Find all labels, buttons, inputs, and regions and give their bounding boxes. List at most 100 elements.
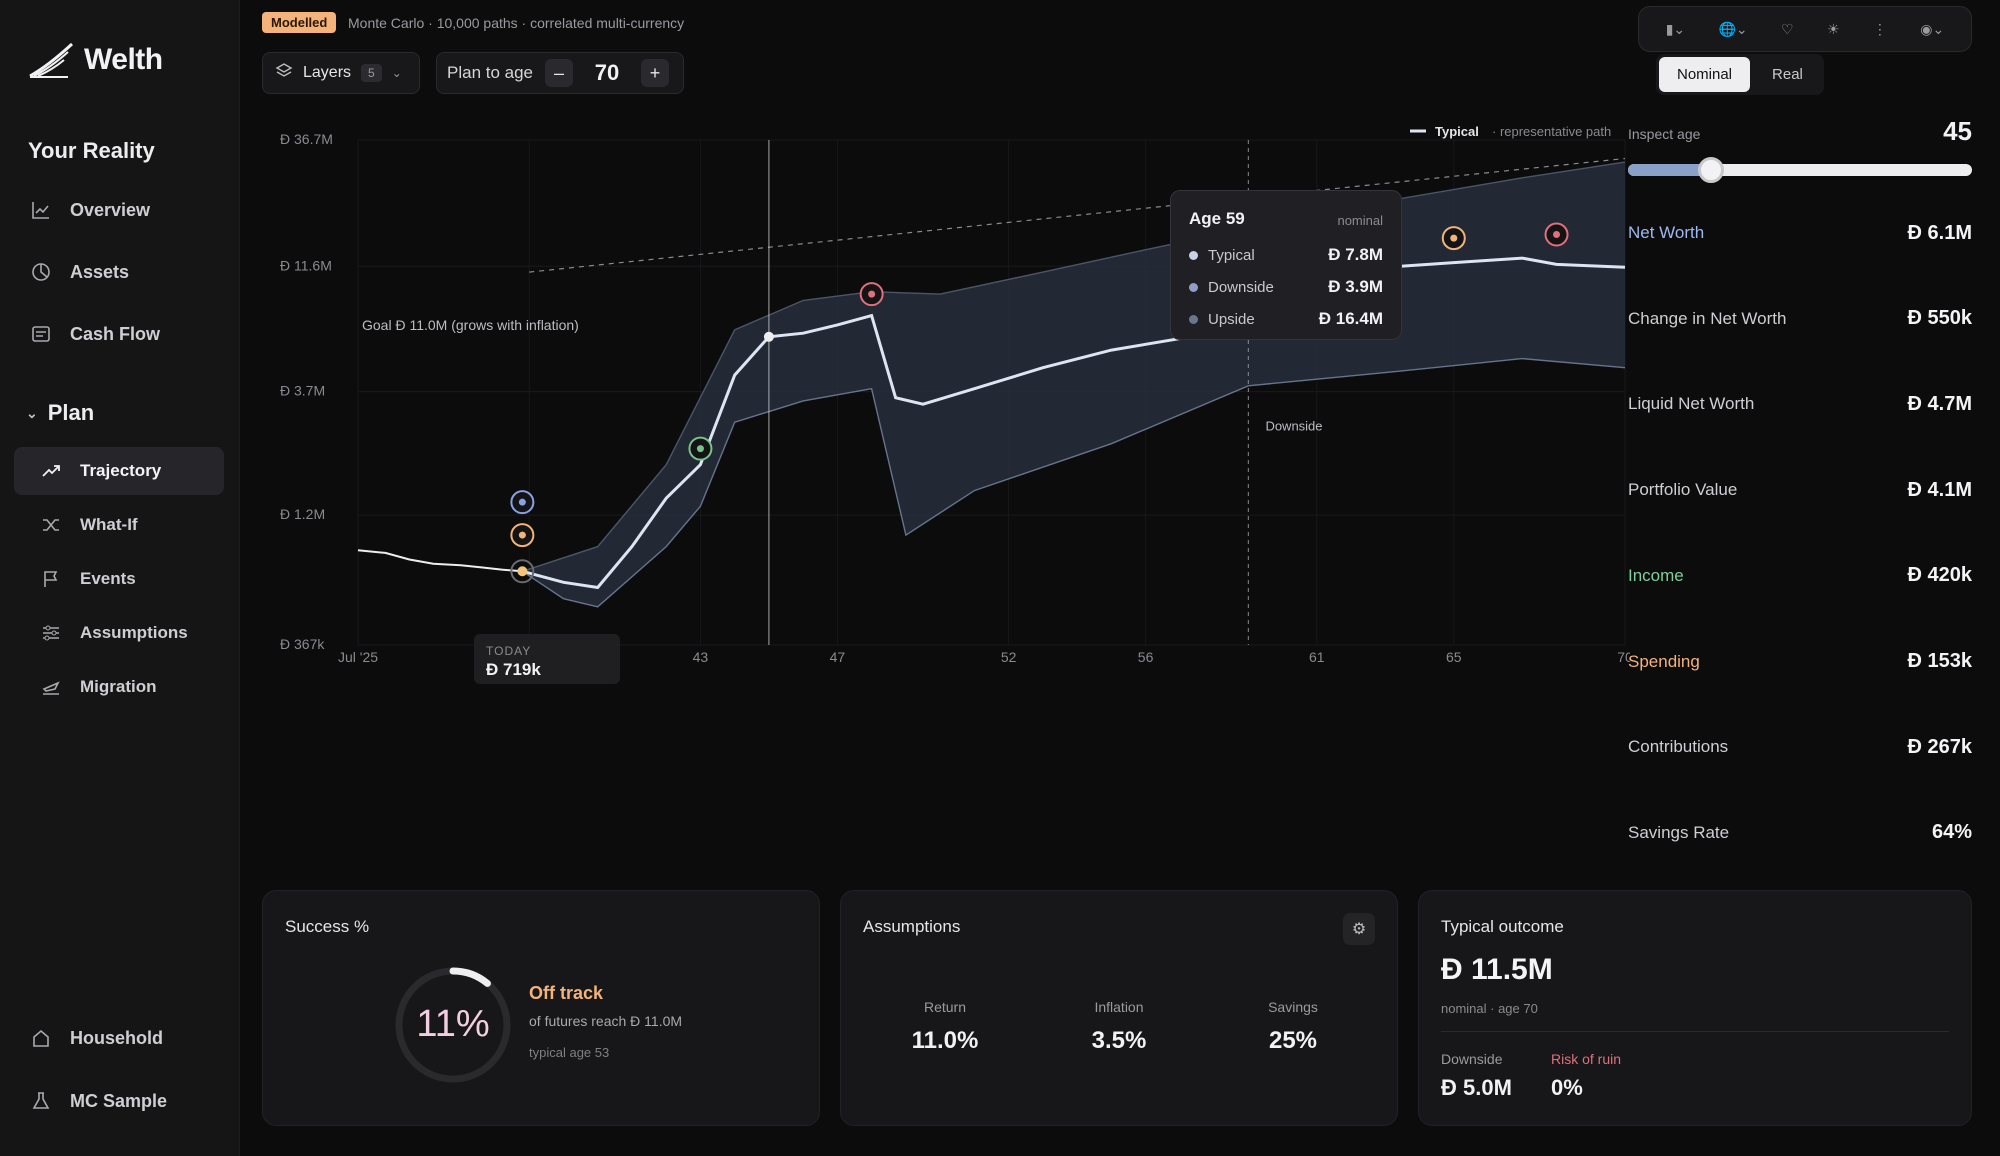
home-icon: [30, 1027, 52, 1049]
x-tick-label: 56: [1138, 649, 1154, 665]
y-tick-label: Ð 367k: [280, 636, 325, 652]
slider-handle[interactable]: [1697, 157, 1724, 183]
sidebar-item-cash-flow[interactable]: Cash Flow: [14, 310, 224, 358]
metric-label: Savings Rate: [1628, 822, 1730, 842]
success-card: Success % 11% Off track of futures reach…: [262, 890, 820, 1126]
brand[interactable]: Welth: [28, 40, 163, 80]
plan-group-toggle[interactable]: ⌄ Plan: [26, 400, 94, 426]
sidebar-item-label: Cash Flow: [70, 323, 161, 344]
trend-up-icon: [40, 460, 62, 482]
y-tick-label: Ð 3.7M: [280, 383, 325, 399]
sidebar-item-trajectory[interactable]: Trajectory: [14, 447, 224, 495]
assumptions-title: Assumptions: [863, 917, 961, 936]
globe-icon[interactable]: 🌐⌄: [1718, 20, 1748, 37]
tooltip-row-label: Upside: [1208, 310, 1255, 328]
shuffle-icon: [40, 514, 62, 536]
metric-label: Net Worth: [1628, 223, 1705, 242]
sidebar-item-label: Events: [80, 569, 136, 588]
nominal-real-toggle: Nominal Real: [1656, 54, 1824, 95]
today-title: TODAY: [486, 644, 532, 658]
sidebar-item-assets[interactable]: Assets: [14, 248, 224, 296]
plan-to-age-value[interactable]: 70: [594, 60, 620, 85]
inspect-age-slider[interactable]: [1628, 157, 1972, 183]
metric-label: Income: [1628, 565, 1684, 585]
slider-fill: [1628, 164, 1711, 176]
inspect-age-label: Inspect age: [1628, 126, 1701, 142]
chevron-down-icon: ⌄: [391, 66, 402, 80]
chart-line-icon: [30, 199, 52, 221]
tooltip-row-value: Ð 7.8M: [1328, 245, 1383, 264]
assumption-value: 11.0%: [911, 1027, 979, 1054]
today-point: [517, 566, 528, 577]
success-status: Off track: [529, 983, 604, 1003]
x-tick-label: 65: [1446, 649, 1462, 665]
simulation-note: Monte Carlo · 10,000 paths · correlated …: [348, 15, 685, 31]
assumption-label: Savings: [1268, 999, 1318, 1015]
decrement-age-button[interactable]: –: [545, 59, 574, 87]
section-title-your-reality: Your Reality: [28, 138, 155, 163]
sidebar-item-label: Overview: [70, 199, 151, 220]
metric-value: 64%: [1931, 821, 1972, 844]
metric-row: Change in Net Worth Ð 550k: [1628, 304, 1972, 334]
user-avatar-icon[interactable]: ◉⌄: [1920, 20, 1945, 37]
legend-typical-label: Typical: [1435, 124, 1479, 139]
sidebar-item-what-if[interactable]: What-If: [14, 501, 224, 549]
tooltip-row: Typical Ð 7.8M: [1189, 243, 1383, 267]
sidebar-item-migration[interactable]: Migration: [14, 663, 224, 711]
typical-dot-icon: [1189, 250, 1198, 260]
metric-value: Ð 153k: [1907, 650, 1973, 672]
downside-dot-icon: [1189, 282, 1198, 292]
sidebar-item-events[interactable]: Events: [14, 555, 224, 603]
series-line-downside: [522, 357, 1626, 608]
tooltip-row-label: Typical: [1208, 246, 1255, 264]
folder-icon[interactable]: ▮⌄: [1665, 20, 1686, 37]
metric-value: Ð 4.7M: [1907, 392, 1972, 415]
inspect-age-value: 45: [1943, 116, 1972, 146]
globe-icon-core: [518, 498, 526, 506]
risk-of-ruin-label: Risk of ruin: [1551, 1051, 1622, 1067]
x-tick-label: 61: [1309, 649, 1325, 665]
divider: [1441, 1031, 1949, 1032]
sidebar-item-assumptions[interactable]: Assumptions: [14, 609, 224, 657]
typical-outcome-value: Ð 11.5M: [1441, 953, 1553, 986]
increment-age-button[interactable]: +: [641, 59, 670, 87]
plus-circle-icon-core: [518, 531, 526, 539]
sidebar-item-mc-sample[interactable]: MC Sample: [14, 1077, 224, 1125]
more-icon[interactable]: ⋮: [1872, 20, 1887, 37]
brand-name: Welth: [84, 43, 163, 76]
plan-to-age-control: Plan to age – 70 +: [436, 52, 684, 94]
layers-label: Layers: [303, 64, 352, 81]
assumption-savings: Savings 25%: [1233, 999, 1353, 1055]
bell-icon[interactable]: ♡: [1781, 20, 1794, 37]
plan-to-age-label: Plan to age: [447, 63, 534, 82]
risk-of-ruin-value: 0%: [1551, 1075, 1583, 1100]
nominal-option[interactable]: Nominal: [1659, 57, 1751, 92]
tooltip-row: Upside Ð 16.4M: [1189, 307, 1383, 331]
sidebar: Welth Your Reality Overview Assets Cash …: [0, 0, 240, 1156]
typical-outcome-card: Typical outcome Ð 11.5M nominal · age 70…: [1418, 890, 1972, 1126]
layers-icon: [275, 62, 293, 85]
pie-icon: [30, 261, 52, 283]
metric-label: Change in Net Worth: [1628, 308, 1787, 328]
sidebar-item-label: Household: [70, 1027, 163, 1048]
layers-dropdown[interactable]: Layers 5 ⌄: [262, 52, 420, 94]
success-detail: of futures reach Ð 11.0M: [529, 1013, 683, 1029]
sun-icon[interactable]: ☀: [1826, 20, 1840, 37]
today-ring: [510, 559, 535, 584]
gear-icon[interactable]: ⚙: [1343, 913, 1375, 945]
sidebar-item-label: Trajectory: [80, 461, 162, 480]
real-option[interactable]: Real: [1772, 66, 1803, 83]
x-tick-label: 52: [1001, 649, 1017, 665]
success-ring: [395, 967, 511, 1083]
success-typical-age: typical age 53: [529, 1045, 610, 1060]
y-tick-label: Ð 1.2M: [280, 506, 325, 522]
x-tick-label: Jul '25: [338, 649, 378, 665]
assumptions-card: Assumptions ⚙ Return 11.0% Inflation 3.5…: [840, 890, 1398, 1126]
goal-line: [529, 157, 1626, 273]
chevron-down-icon: ⌄: [26, 404, 38, 421]
sidebar-item-overview[interactable]: Overview: [14, 186, 224, 234]
success-percent: 11%: [416, 1003, 490, 1045]
sidebar-item-household[interactable]: Household: [14, 1014, 224, 1062]
receipt-icon: [30, 323, 52, 345]
